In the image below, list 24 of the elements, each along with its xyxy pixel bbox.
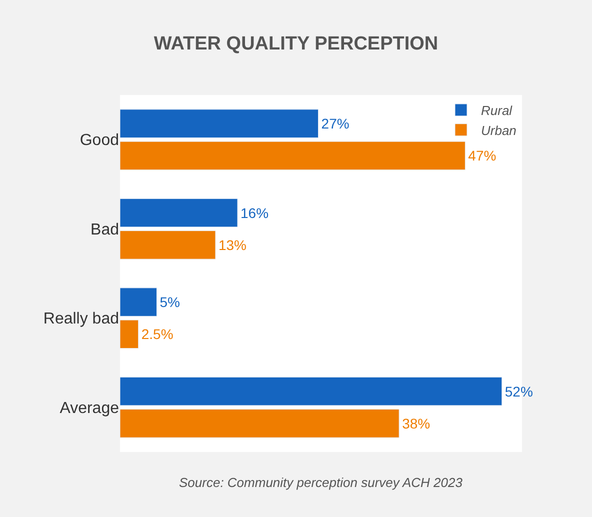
legend-label: Urban [481,122,516,138]
data-label: 5% [160,294,180,310]
y-tick-label: Bad [90,221,119,238]
data-label: 47% [468,148,496,164]
data-label: 2.5% [141,326,174,342]
data-label: 13% [218,236,247,253]
legend-label: Rural [481,103,514,118]
bar [120,141,466,170]
bar [120,320,139,349]
data-label: 27% [321,116,350,132]
y-tick-label: Average [60,400,120,417]
source-note: Source: Community perception survey ACH 2023 [179,475,464,490]
y-tick-label: Good [80,132,119,150]
bar [120,230,216,260]
bar [120,376,502,406]
data-label: 38% [402,415,430,432]
chart-title: WATER QUALITY PERCEPTION [154,33,438,54]
bar [120,109,319,138]
data-label: 52% [504,383,533,400]
bar [120,288,157,316]
bar [120,409,400,438]
y-tick-label: Really bad [43,310,119,328]
bar [120,198,238,228]
data-label: 16% [240,204,269,221]
